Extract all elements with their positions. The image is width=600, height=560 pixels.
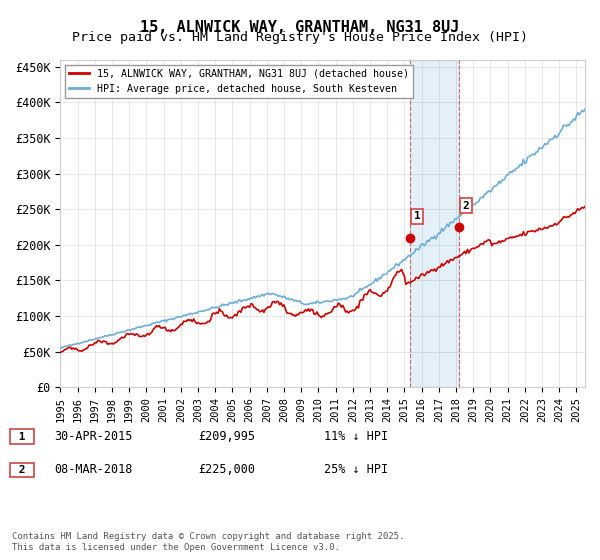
Text: 30-APR-2015: 30-APR-2015 <box>54 430 133 442</box>
Text: 08-MAR-2018: 08-MAR-2018 <box>54 463 133 476</box>
Text: Price paid vs. HM Land Registry's House Price Index (HPI): Price paid vs. HM Land Registry's House … <box>72 31 528 44</box>
Text: £225,000: £225,000 <box>198 463 255 476</box>
Text: Contains HM Land Registry data © Crown copyright and database right 2025.
This d: Contains HM Land Registry data © Crown c… <box>12 532 404 552</box>
Text: 1: 1 <box>12 432 32 442</box>
Text: £209,995: £209,995 <box>198 430 255 442</box>
Text: 2: 2 <box>463 200 469 211</box>
Text: 15, ALNWICK WAY, GRANTHAM, NG31 8UJ: 15, ALNWICK WAY, GRANTHAM, NG31 8UJ <box>140 20 460 35</box>
Text: 2: 2 <box>12 465 32 475</box>
Bar <box>410 60 459 387</box>
Legend: 15, ALNWICK WAY, GRANTHAM, NG31 8UJ (detached house), HPI: Average price, detach: 15, ALNWICK WAY, GRANTHAM, NG31 8UJ (det… <box>65 65 413 98</box>
Text: 25% ↓ HPI: 25% ↓ HPI <box>324 463 388 476</box>
Text: 11% ↓ HPI: 11% ↓ HPI <box>324 430 388 442</box>
Text: 1: 1 <box>413 211 421 221</box>
